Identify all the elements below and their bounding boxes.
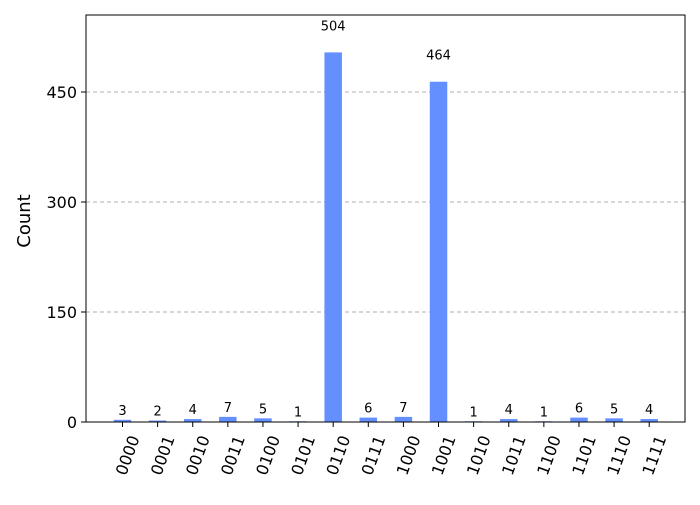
bar-value-label: 5 <box>610 402 618 417</box>
bar-value-label: 4 <box>645 403 653 418</box>
x-category-label: 0010 <box>182 433 214 478</box>
bar-value-label: 4 <box>189 403 197 418</box>
bar-value-label: 1 <box>469 405 477 420</box>
bar <box>499 419 518 422</box>
x-category-label: 1001 <box>428 433 460 478</box>
bar-value-label: 6 <box>575 402 583 417</box>
y-tick-label: 150 <box>46 303 77 322</box>
x-category-label: 1101 <box>568 433 600 478</box>
bar <box>113 419 132 422</box>
bar <box>640 419 658 422</box>
bar-value-label: 3 <box>118 404 126 419</box>
bar <box>429 81 448 422</box>
x-category-label: 0001 <box>147 433 179 478</box>
bar-value-label: 7 <box>224 401 232 416</box>
y-tick-label: 300 <box>46 193 77 212</box>
bar <box>254 418 272 422</box>
x-category-label: 1010 <box>463 433 495 478</box>
bar-value-label: 464 <box>426 49 451 64</box>
bar <box>570 417 588 422</box>
x-category-label: 0111 <box>358 433 390 478</box>
bar-value-label: 2 <box>153 405 161 420</box>
x-category-label: 1111 <box>638 433 670 478</box>
bar <box>183 419 202 422</box>
bar-value-label: 1 <box>294 405 302 420</box>
x-category-label: 1110 <box>603 433 635 478</box>
plot-frame <box>85 14 686 423</box>
x-category-label: 1000 <box>393 433 425 478</box>
x-category-label: 1011 <box>498 433 530 478</box>
axis-layer <box>81 14 686 427</box>
bar-value-label: 5 <box>259 402 267 417</box>
x-category-label: 0110 <box>322 433 354 478</box>
x-category-label: 0000 <box>112 433 144 478</box>
bar <box>148 420 167 422</box>
label-layer: 0150300450300002000140010700115010010101… <box>46 19 670 477</box>
bar-layer <box>113 52 658 423</box>
bar <box>219 416 237 422</box>
bar-value-label: 504 <box>321 19 346 34</box>
bar <box>605 418 623 422</box>
x-category-label: 0101 <box>287 433 319 478</box>
bar <box>394 416 413 422</box>
bar <box>324 52 342 423</box>
x-category-label: 0011 <box>217 433 249 478</box>
y-axis-title: Count <box>14 194 35 247</box>
bar-value-label: 1 <box>540 405 548 420</box>
bar <box>359 417 378 422</box>
grid-layer <box>86 91 685 313</box>
y-tick-label: 0 <box>67 413 77 432</box>
x-category-label: 0100 <box>252 433 284 478</box>
y-tick-label: 450 <box>46 83 77 102</box>
bar-value-label: 7 <box>399 401 407 416</box>
x-category-label: 1100 <box>533 433 565 478</box>
bar-value-label: 4 <box>505 403 513 418</box>
bar-value-label: 6 <box>364 402 372 417</box>
